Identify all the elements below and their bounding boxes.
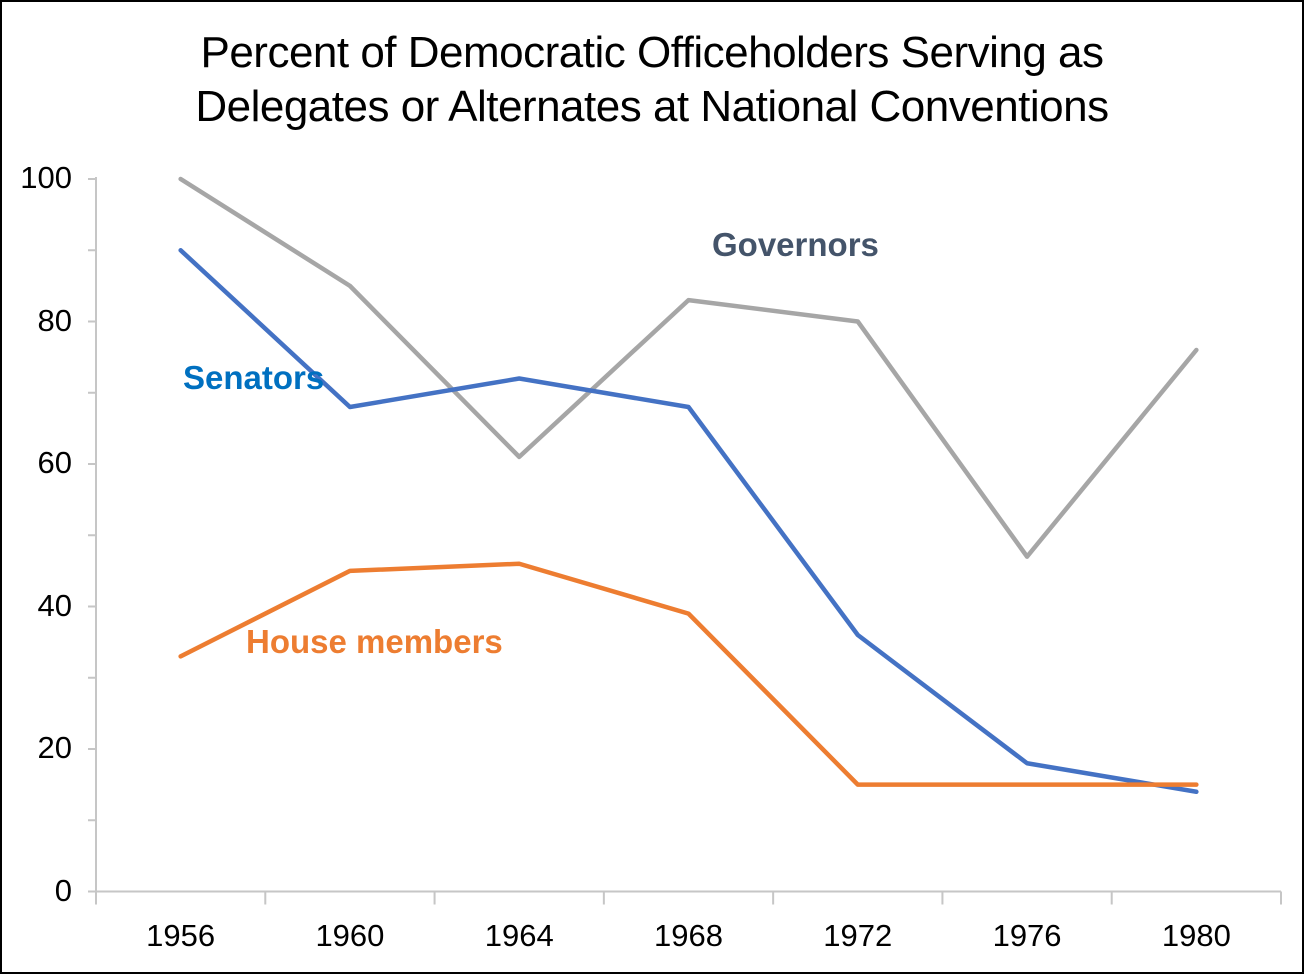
x-tick-label: 1956 [146,918,216,953]
x-tick-label: 1976 [992,918,1062,953]
y-tick-label: 100 [20,160,72,195]
x-tick-label: 1968 [654,918,723,953]
senators-line [178,248,1199,794]
x-tick-label: 1964 [484,918,554,953]
y-tick-label: 0 [54,872,72,908]
x-tick-label: 1960 [315,918,385,953]
series-label-house-members: House members [246,623,503,660]
y-tick-label: 80 [37,302,72,338]
y-tick-label: 40 [37,587,72,623]
series-label-governors: Governors [712,226,879,263]
governors-line [178,176,1199,559]
x-tick-label: 1980 [1161,918,1231,953]
house-members-line [178,561,1199,787]
series-label-senators: Senators [183,359,325,396]
chart-title-line2: Delegates or Alternates at National Conv… [195,82,1109,131]
chart-title: Percent of Democratic Officeholders Serv… [2,26,1302,134]
y-tick-label: 20 [37,730,72,765]
y-tick-label: 60 [37,445,72,480]
x-tick-label: 1972 [823,918,893,953]
chart-title-line1: Percent of Democratic Officeholders Serv… [200,28,1104,77]
